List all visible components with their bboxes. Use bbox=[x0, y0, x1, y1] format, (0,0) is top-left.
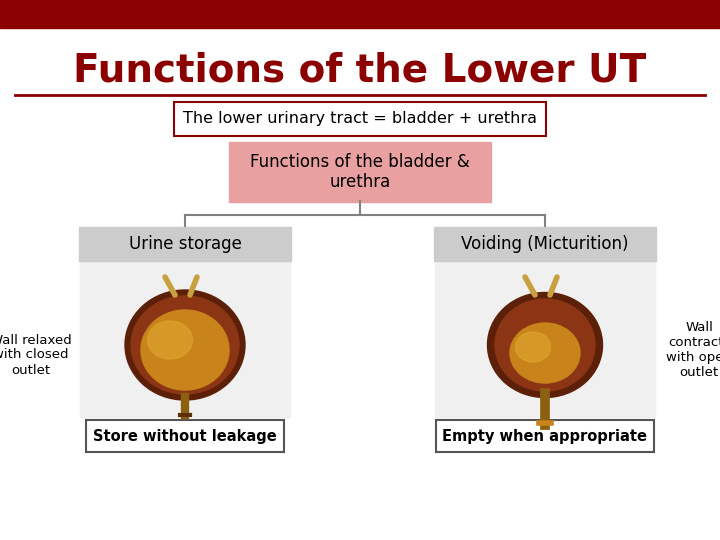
Text: Functions of the Lower UT: Functions of the Lower UT bbox=[73, 51, 647, 89]
Text: Wall relaxed
with closed
outlet: Wall relaxed with closed outlet bbox=[0, 334, 72, 376]
Ellipse shape bbox=[495, 299, 595, 391]
Ellipse shape bbox=[125, 290, 245, 400]
Text: Urine storage: Urine storage bbox=[129, 235, 241, 253]
Bar bbox=[0, 0, 720, 28]
Text: Functions of the bladder &
urethra: Functions of the bladder & urethra bbox=[250, 153, 470, 191]
Text: Store without leakage: Store without leakage bbox=[93, 429, 277, 443]
Text: Voiding (Micturition): Voiding (Micturition) bbox=[462, 235, 629, 253]
FancyBboxPatch shape bbox=[86, 420, 284, 452]
Ellipse shape bbox=[510, 323, 580, 383]
Text: Empty when appropriate: Empty when appropriate bbox=[443, 429, 647, 443]
Ellipse shape bbox=[487, 293, 603, 397]
Ellipse shape bbox=[516, 332, 551, 362]
Ellipse shape bbox=[141, 310, 229, 390]
Bar bbox=[435, 262, 655, 417]
Text: The lower urinary tract = bladder + urethra: The lower urinary tract = bladder + uret… bbox=[183, 111, 537, 126]
FancyBboxPatch shape bbox=[436, 420, 654, 452]
FancyBboxPatch shape bbox=[434, 227, 656, 261]
Ellipse shape bbox=[148, 321, 192, 359]
FancyBboxPatch shape bbox=[174, 102, 546, 136]
Bar bbox=[80, 262, 290, 417]
FancyBboxPatch shape bbox=[79, 227, 291, 261]
Text: Wall
contracts
with open
outlet: Wall contracts with open outlet bbox=[666, 321, 720, 379]
Ellipse shape bbox=[131, 296, 239, 394]
FancyBboxPatch shape bbox=[229, 142, 491, 202]
